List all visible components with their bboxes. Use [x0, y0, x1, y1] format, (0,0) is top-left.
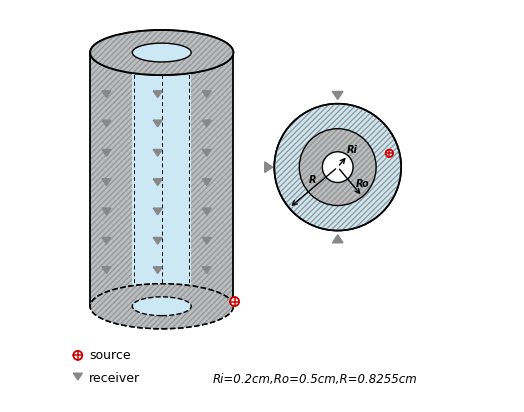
Polygon shape	[202, 150, 211, 156]
Polygon shape	[332, 235, 343, 243]
Ellipse shape	[90, 284, 233, 329]
Polygon shape	[102, 91, 111, 98]
Polygon shape	[153, 237, 162, 244]
Ellipse shape	[90, 30, 233, 75]
Polygon shape	[332, 91, 343, 99]
Polygon shape	[202, 179, 211, 185]
Polygon shape	[102, 267, 111, 274]
Text: source: source	[89, 349, 131, 362]
Ellipse shape	[132, 43, 191, 62]
Polygon shape	[153, 150, 162, 156]
Circle shape	[386, 150, 393, 157]
Polygon shape	[73, 373, 82, 380]
Polygon shape	[153, 120, 162, 127]
Polygon shape	[202, 91, 211, 98]
Text: Ri: Ri	[347, 145, 358, 155]
Ellipse shape	[132, 297, 191, 316]
Ellipse shape	[90, 30, 233, 75]
Polygon shape	[153, 91, 162, 98]
Text: Ro: Ro	[356, 179, 369, 189]
Polygon shape	[265, 162, 272, 173]
Text: receiver: receiver	[89, 372, 140, 385]
Text: R: R	[309, 176, 316, 185]
Polygon shape	[90, 53, 132, 306]
Polygon shape	[102, 150, 111, 156]
Polygon shape	[102, 120, 111, 127]
Polygon shape	[191, 53, 233, 306]
Polygon shape	[102, 208, 111, 215]
Ellipse shape	[90, 284, 233, 329]
Polygon shape	[153, 208, 162, 215]
Polygon shape	[90, 53, 233, 306]
Polygon shape	[202, 267, 211, 274]
Circle shape	[299, 129, 376, 206]
Circle shape	[322, 152, 353, 183]
Text: Ri=0.2cm,Ro=0.5cm,R=0.8255cm: Ri=0.2cm,Ro=0.5cm,R=0.8255cm	[213, 373, 418, 386]
Circle shape	[274, 104, 401, 231]
Polygon shape	[102, 237, 111, 244]
Polygon shape	[202, 208, 211, 215]
Polygon shape	[102, 179, 111, 185]
Polygon shape	[153, 179, 162, 185]
Polygon shape	[202, 237, 211, 244]
Polygon shape	[153, 267, 162, 274]
Circle shape	[73, 351, 82, 360]
Circle shape	[230, 297, 239, 306]
Polygon shape	[202, 120, 211, 127]
